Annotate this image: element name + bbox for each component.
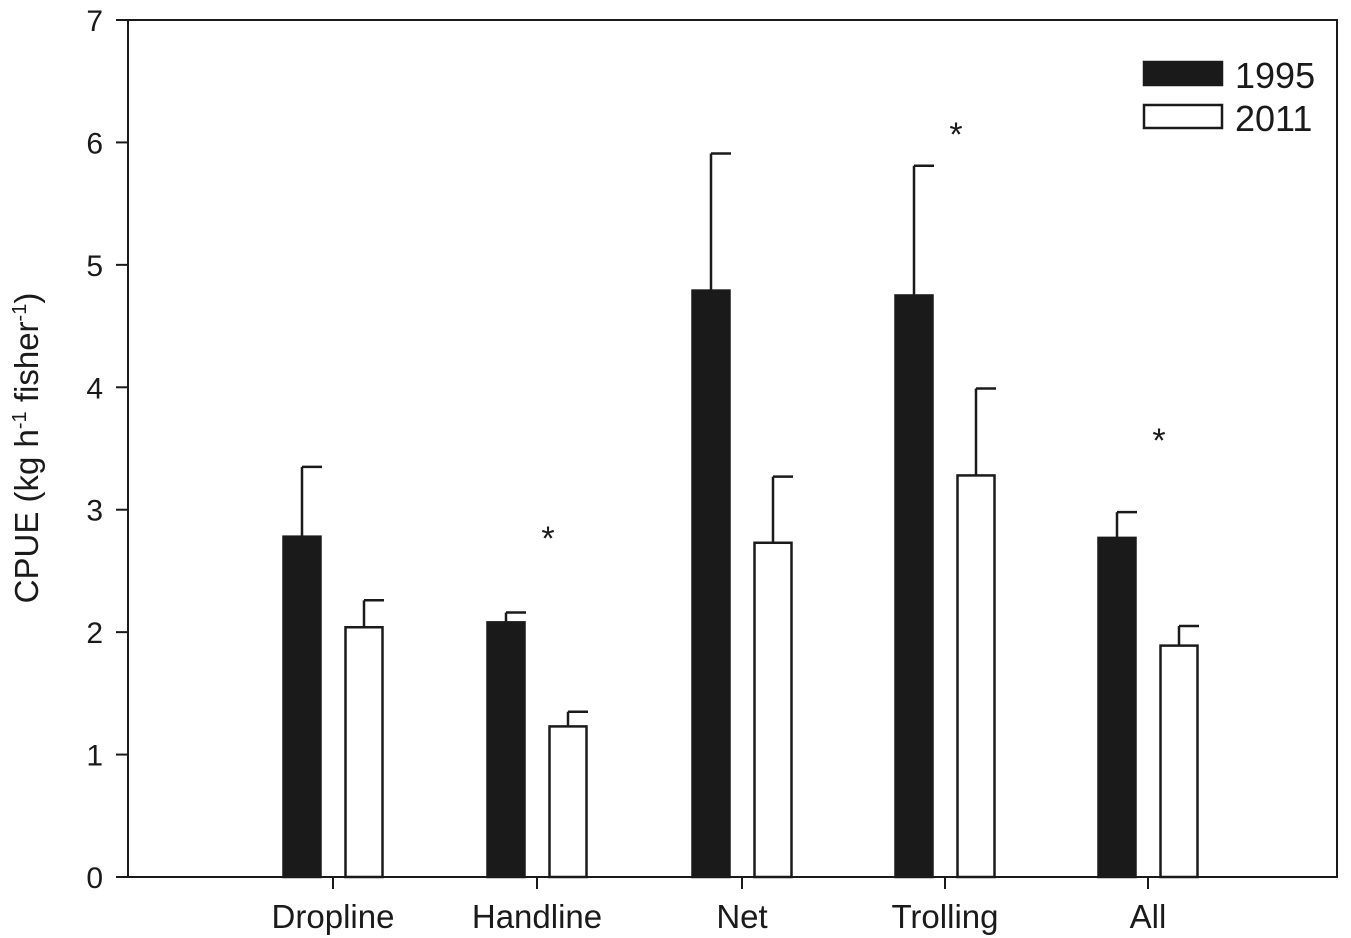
x-tick-label: Trolling xyxy=(892,898,999,935)
x-axis-ticks: Dropline Handline Net Trolling All xyxy=(272,877,1167,935)
plot-frame xyxy=(127,19,1338,878)
bar-1995-handline xyxy=(486,621,526,879)
axes xyxy=(127,19,1338,878)
bars xyxy=(282,152,1199,879)
x-tick-label: All xyxy=(1130,898,1167,935)
legend-label-2011: 2011 xyxy=(1235,98,1312,139)
bar-2011-trolling xyxy=(956,474,996,879)
bar-1995-dropline xyxy=(282,535,322,879)
y-axis-label: CPUE (kg h-1 fisher-1) xyxy=(8,293,45,604)
x-tick-label: Handline xyxy=(472,898,602,935)
significance-star: * xyxy=(541,520,554,558)
significance-markers: * * * xyxy=(541,116,1165,558)
bar-2011-all xyxy=(1159,644,1199,879)
bar-2011-net xyxy=(753,541,793,879)
y-tick-label: 2 xyxy=(86,617,103,650)
x-tick-label: Dropline xyxy=(272,898,395,935)
significance-star: * xyxy=(1152,422,1165,460)
y-axis-label-superscript: -1 xyxy=(9,304,31,322)
bar-2011-handline xyxy=(548,725,588,879)
bar-2011-dropline xyxy=(344,625,384,879)
y-axis-ticks: 0 1 2 3 4 5 6 7 xyxy=(86,5,128,895)
bar-1995-all xyxy=(1097,536,1137,879)
y-axis-label-text: ) xyxy=(8,293,45,304)
legend-label-1995: 1995 xyxy=(1235,55,1315,96)
x-tick-label: Net xyxy=(716,898,767,935)
y-tick-label: 0 xyxy=(86,862,103,895)
y-tick-label: 1 xyxy=(86,740,103,773)
legend-swatch-1995 xyxy=(1142,60,1224,87)
bar-1995-net xyxy=(691,289,731,879)
y-axis-label-text: fisher xyxy=(8,321,45,411)
y-tick-label: 4 xyxy=(86,372,103,405)
y-tick-label: 6 xyxy=(86,127,103,160)
y-tick-label: 7 xyxy=(86,5,103,38)
significance-star: * xyxy=(949,116,962,154)
legend-swatch-2011 xyxy=(1142,103,1224,130)
y-tick-label: 3 xyxy=(86,495,103,528)
y-tick-label: 5 xyxy=(86,250,103,283)
y-axis-label-text: CPUE (kg h xyxy=(8,429,45,603)
bar-1995-trolling xyxy=(894,294,934,879)
y-axis-label-superscript: -1 xyxy=(9,411,31,429)
